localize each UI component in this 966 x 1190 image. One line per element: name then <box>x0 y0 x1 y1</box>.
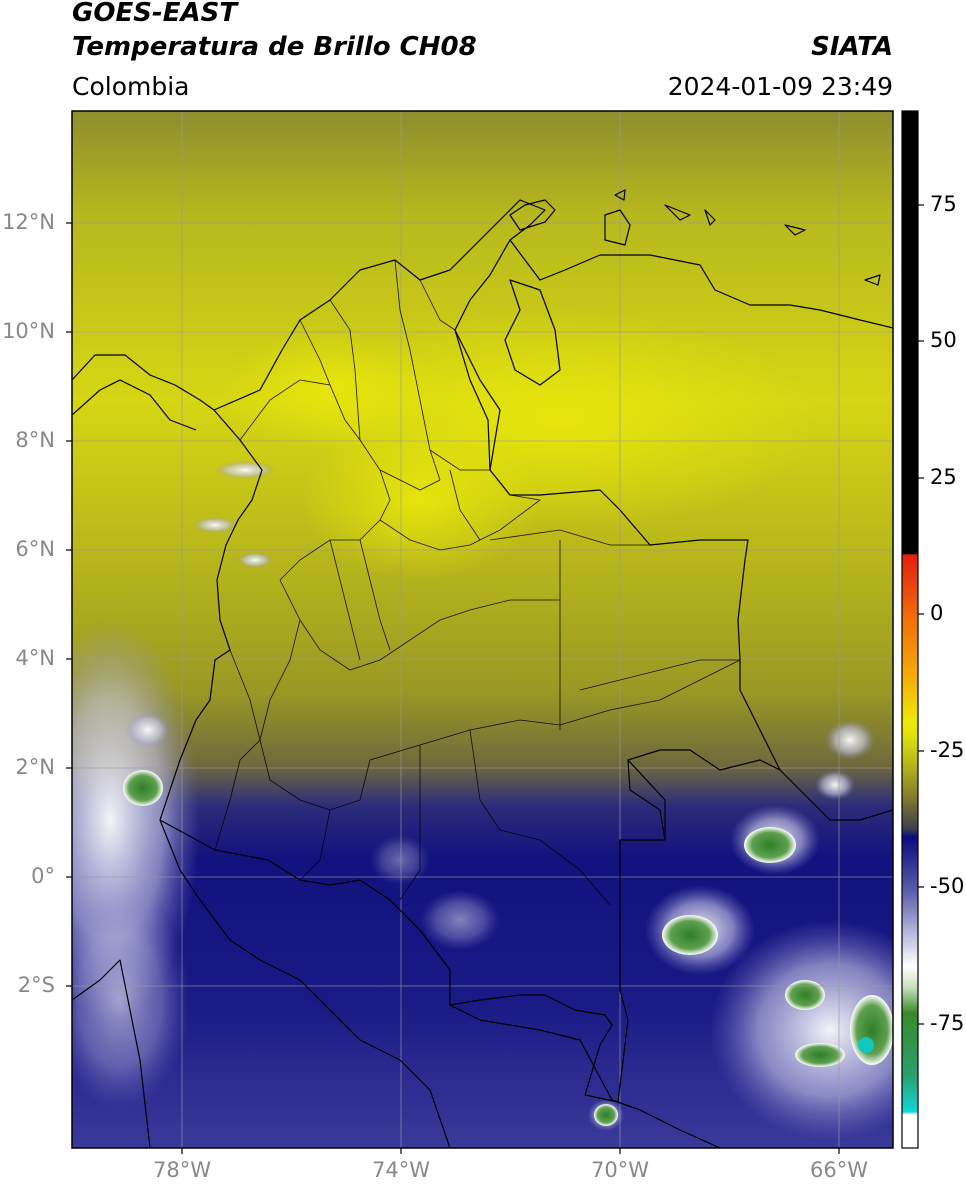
pacific-coast-north <box>72 379 197 431</box>
lon-tick-70w: 70°W <box>591 1158 649 1182</box>
map-tick-marks <box>66 222 840 1154</box>
borders-and-coastlines <box>72 189 893 1148</box>
colorbar-tick-minus-25: -25 <box>930 738 965 762</box>
lat-tick-6n: 6°N <box>15 537 55 561</box>
guajira <box>509 199 556 231</box>
lon-tick-66w: 66°W <box>810 1158 868 1182</box>
colorbar-tick-25: 25 <box>930 465 957 489</box>
colorbar-tick-minus-50: -50 <box>930 874 965 898</box>
gridlines <box>72 111 893 1148</box>
lat-tick-8n: 8°N <box>15 428 55 452</box>
venezuela-border <box>454 329 501 471</box>
lake-maracaibo <box>504 279 561 386</box>
guyana-area <box>779 769 893 821</box>
channel-title: Temperatura de Brillo CH08 <box>72 32 477 62</box>
product-title: GOES-EAST <box>72 0 238 28</box>
lat-tick-2s: 2°S <box>17 973 55 997</box>
venezuela-coast <box>509 239 893 329</box>
map-frame <box>71 110 894 1149</box>
timestamp-label: 2024-01-09 23:49 <box>667 72 893 101</box>
colorbar-tick-minus-75: -75 <box>930 1011 965 1035</box>
region-label: Colombia <box>72 72 190 101</box>
lat-tick-10n: 10°N <box>2 319 55 343</box>
organization-label: SIATA <box>811 32 893 62</box>
peru-border <box>449 1004 721 1148</box>
colorbar <box>901 110 924 1149</box>
ecuador-border <box>159 819 451 1148</box>
lon-tick-74w: 74°W <box>372 1158 430 1182</box>
lat-tick-12n: 12°N <box>2 210 55 234</box>
satellite-imagery <box>72 111 893 1148</box>
lon-tick-78w: 78°W <box>153 1158 211 1182</box>
lat-tick-4n: 4°N <box>15 646 55 670</box>
panama-coast <box>72 354 215 411</box>
lat-tick-0: 0° <box>31 864 55 888</box>
colorbar-tick-50: 50 <box>930 328 957 352</box>
brazil-border <box>627 759 666 840</box>
colorbar-tick-0: 0 <box>930 601 944 625</box>
department-boundaries <box>214 259 741 906</box>
ecuador-coast <box>72 959 151 1148</box>
colorbar-tick-75: 75 <box>930 192 957 216</box>
lat-tick-2n: 2°N <box>15 755 55 779</box>
